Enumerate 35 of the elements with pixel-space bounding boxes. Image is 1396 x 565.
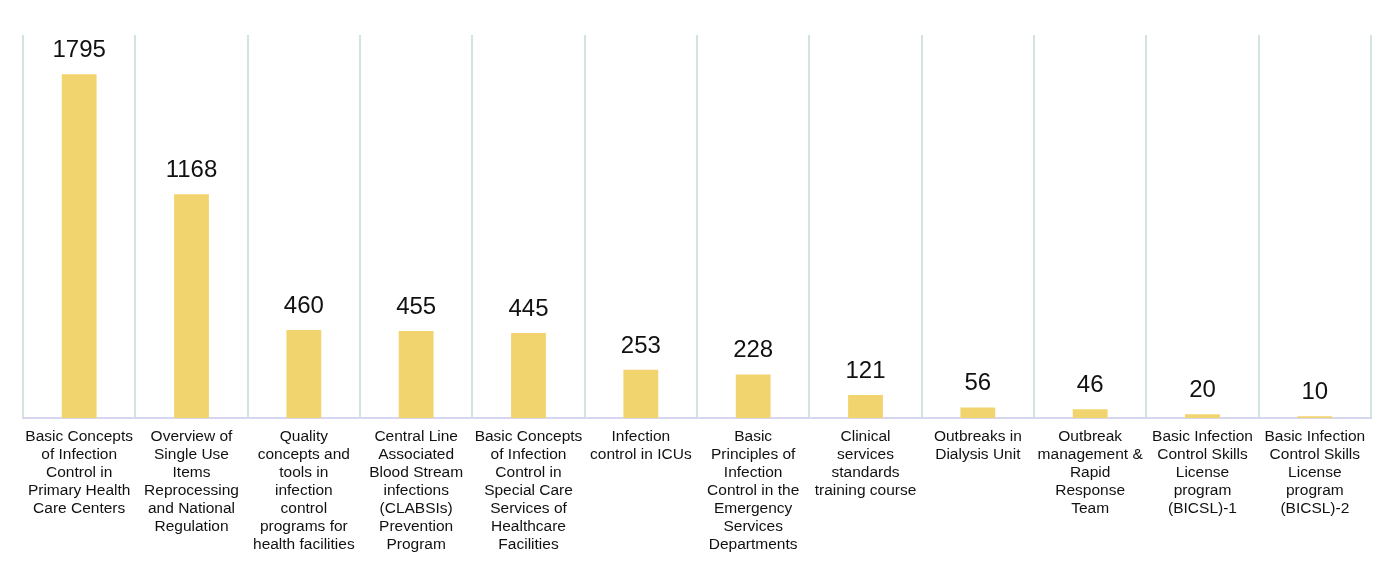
x-tick-label: Infection control in ICUs: [590, 427, 692, 463]
bar: [1072, 409, 1108, 419]
x-tick-label: Central Line Associated Blood Stream infections (CLABSIs) Prevention Program: [369, 427, 464, 553]
data-label: 20: [1189, 375, 1216, 403]
x-tick-label: Quality concepts and tools in infection control programs for health facilities: [253, 427, 355, 553]
x-tick-label: Basic Principles of Infection Control in the Emergency Services Departments: [707, 427, 800, 553]
bar: [174, 194, 209, 419]
bar: [960, 407, 996, 419]
x-tick-label: Outbreak management & Rapid Response Team: [1037, 427, 1144, 517]
bar: [286, 330, 322, 419]
bar: [848, 394, 883, 419]
data-label: 1168: [165, 155, 218, 183]
bar: [398, 330, 434, 419]
data-label: 121: [845, 355, 886, 383]
data-label: 445: [508, 293, 549, 321]
bar: [61, 74, 97, 419]
bar: [735, 374, 771, 419]
x-tick-label: Basic Concepts of Infection Control in Primary Health Care Centers: [25, 427, 134, 517]
data-label: 56: [964, 368, 992, 396]
data-label: 253: [620, 330, 661, 358]
x-tick-label: Basic Concepts of Infection Control in Special Care Services of Healthcare Facilities: [474, 427, 583, 553]
x-tick-label: Basic Infection Control Skills License program (BICSL)-2: [1264, 427, 1366, 517]
x-tick-label: Basic Infection Control Skills License program (BICSL)-1: [1152, 427, 1253, 517]
data-label: 460: [283, 291, 324, 318]
x-tick-label: Overview of Single Use Items Reprocessing and National Regulation: [144, 427, 239, 535]
data-label: 10: [1301, 377, 1329, 405]
bar: [511, 332, 546, 419]
bar: [1185, 414, 1220, 419]
data-label: 455: [396, 291, 437, 319]
bar: [623, 369, 659, 419]
x-tick-label: Clinical services standards training course: [814, 427, 917, 499]
x-tick-label: Outbreaks in Dialysis Unit: [933, 427, 1022, 463]
data-label: 228: [733, 335, 774, 363]
data-label: 46: [1076, 370, 1104, 398]
data-label: 1795: [52, 35, 106, 63]
